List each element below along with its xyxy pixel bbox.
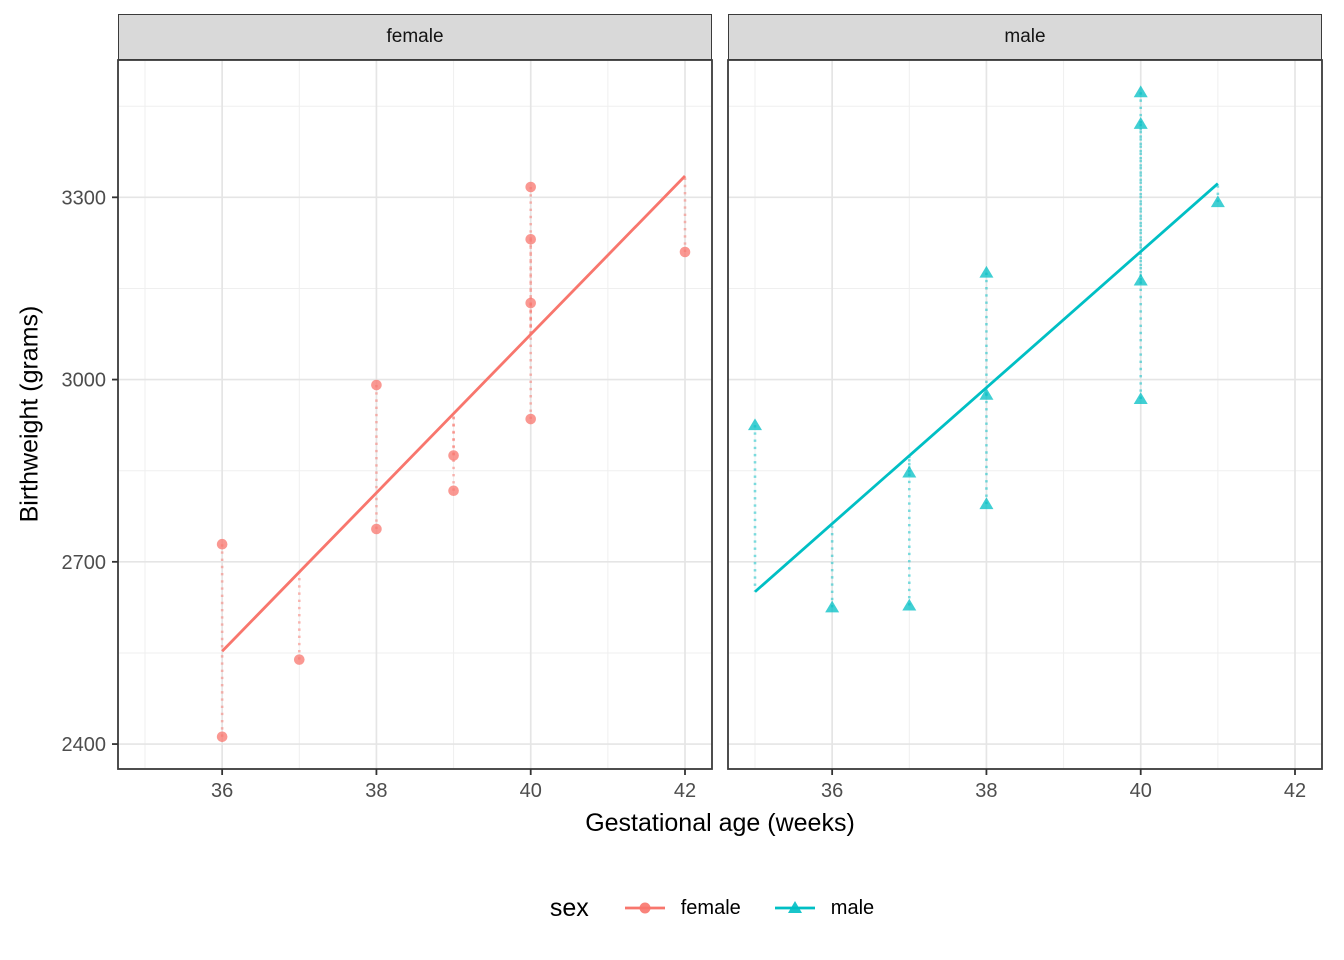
data-point [1133, 392, 1148, 405]
data-point [1133, 273, 1148, 286]
data-point [979, 387, 994, 400]
x-tick-label: 42 [674, 780, 696, 802]
legend-item-male: male [773, 895, 874, 921]
data-point [979, 497, 994, 510]
x-tick-label: 42 [1284, 780, 1306, 802]
x-tick-label: 36 [211, 780, 233, 802]
data-point [448, 450, 459, 461]
data-point [525, 233, 537, 245]
legend-title: sex [549, 893, 589, 922]
panel-border [117, 59, 713, 770]
y-tick-label: 3000 [62, 370, 107, 392]
y-tick-label: 3300 [62, 187, 107, 209]
y-tick-label: 2400 [62, 734, 107, 756]
x-tick-label: 38 [365, 780, 387, 802]
x-tick-label: 36 [821, 780, 843, 802]
data-point [1133, 85, 1148, 98]
legend-label-male: male [830, 896, 875, 919]
x-axis-title: Gestational age (weeks) [585, 809, 855, 837]
data-point [525, 181, 537, 193]
data-point [216, 538, 228, 550]
data-point [525, 413, 537, 425]
data-point [1133, 117, 1148, 129]
data-point [448, 485, 459, 497]
legend-item-female: female [623, 895, 741, 921]
data-point [825, 600, 840, 613]
data-point [748, 418, 762, 431]
data-point [525, 297, 537, 309]
legend: sex female male [118, 882, 1322, 934]
data-point [979, 265, 994, 278]
data-point [371, 523, 382, 535]
facet-strip-female-label: female [386, 26, 444, 47]
x-tick-label: 40 [1130, 780, 1152, 802]
data-point [371, 379, 382, 391]
data-point [293, 654, 305, 665]
panel-female: 36 38 40 42 [117, 59, 713, 802]
facet-strip-male-label: male [1004, 26, 1046, 47]
data-point [1210, 195, 1225, 208]
data-point [902, 465, 917, 478]
facet-strip-female: female [118, 14, 712, 60]
data-point [902, 598, 917, 611]
data-point [679, 246, 691, 258]
facet-strip-male: male [728, 14, 1322, 60]
fit-line [221, 175, 687, 653]
y-axis-title: Birthweight (grams) [15, 305, 44, 523]
panel-male: 36 38 40 42 [727, 59, 1323, 802]
legend-label-female: female [680, 896, 741, 919]
x-tick-label: 38 [975, 780, 997, 802]
data-point [216, 731, 228, 743]
legend-key-female-icon [624, 902, 665, 914]
panel-border [727, 59, 1323, 770]
fit-line [754, 182, 1219, 593]
legend-key-male-icon [774, 901, 815, 913]
x-tick-label: 40 [520, 780, 542, 802]
y-tick-label: 2700 [62, 552, 107, 574]
